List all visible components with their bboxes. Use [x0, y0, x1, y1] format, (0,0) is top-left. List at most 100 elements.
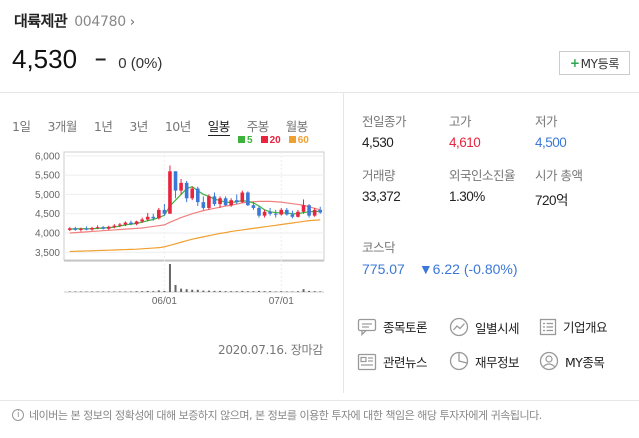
candle-body: [234, 200, 239, 203]
volume-bar: [252, 291, 255, 292]
related-news-label: 관련뉴스: [383, 355, 428, 370]
x-tick-label: 07/01: [269, 296, 294, 307]
candle-body: [218, 198, 222, 205]
tab-3m[interactable]: 3개월: [47, 119, 77, 134]
tab-daily[interactable]: 일봉: [207, 116, 230, 136]
candle-body: [173, 171, 178, 191]
price-change: 0 (0%): [118, 55, 163, 72]
candle-body: [262, 211, 267, 216]
volume-bar: [107, 291, 110, 292]
prev-close-label: 전일종가: [362, 114, 407, 129]
volume-bar: [113, 291, 116, 292]
disclaimer-text: 네이버는 본 정보의 정확성에 대해 보증하지 않으며, 본 정보를 이용한 투…: [29, 409, 542, 422]
volume-bar: [85, 291, 88, 292]
volume-bar: [207, 290, 210, 292]
volume-bar: [168, 264, 171, 292]
disclaimer: i 네이버는 본 정보의 정확성에 대해 보증하지 않으며, 본 정보를 이용한…: [12, 407, 542, 423]
discussion-link[interactable]: 종목토론: [357, 317, 428, 336]
volume-bar: [79, 291, 82, 292]
candle-body: [251, 205, 256, 208]
candle-body: [95, 227, 100, 229]
candle-body: [246, 192, 250, 206]
candle-body: [90, 227, 94, 230]
vertical-divider: [343, 93, 344, 393]
volume-bar: [163, 290, 166, 292]
candle-body: [257, 207, 261, 216]
candle-body: [290, 214, 295, 217]
candle-body: [179, 182, 183, 191]
my-stock-link[interactable]: MY종목: [539, 351, 605, 371]
my-register-label: MY등록: [580, 56, 620, 71]
pie-chart-icon: [449, 351, 469, 371]
ma5-line: [69, 186, 321, 230]
kosdaq-cell: 코스닥: [362, 240, 396, 256]
volume-bar: [302, 289, 305, 292]
daily-price-label: 일별시세: [475, 320, 520, 336]
y-tick-label: 4,000: [35, 229, 60, 240]
candle-body: [140, 219, 144, 222]
chevron-right-icon[interactable]: ›: [129, 15, 136, 30]
tab-1y[interactable]: 1년: [93, 119, 113, 134]
candle-body: [162, 209, 167, 214]
candle-body: [134, 221, 139, 225]
kosdaq-label[interactable]: 코스닥: [362, 240, 396, 255]
volume-bar: [258, 290, 260, 292]
related-news-link[interactable]: 관련뉴스: [357, 352, 428, 371]
candle-body: [285, 209, 289, 215]
low-value: 4,500: [535, 135, 567, 150]
plus-icon: +: [569, 56, 580, 70]
candle-body: [301, 205, 306, 212]
legend-swatch: [260, 136, 268, 143]
my-register-button[interactable]: + MY등록: [559, 51, 630, 75]
tab-1d[interactable]: 1일: [12, 119, 31, 134]
volume-bar: [230, 291, 233, 292]
volume-bar: [157, 290, 160, 292]
company-overview-label: 기업개요: [563, 320, 608, 335]
company-overview-link[interactable]: 기업개요: [539, 317, 608, 336]
ma20-line: [69, 200, 321, 234]
volume-bar: [74, 291, 77, 292]
volume-bar: [269, 291, 272, 292]
divider: [0, 92, 639, 93]
y-tick-label: 3,500: [35, 248, 60, 259]
volume-bar: [185, 289, 188, 292]
stock-code[interactable]: 004780: [74, 14, 126, 30]
speech-bubble-icon: [357, 318, 377, 336]
volume-bar: [308, 290, 311, 292]
trend-chart-icon: [449, 317, 469, 337]
legend-ma60: 60: [288, 135, 309, 146]
footer-divider: [0, 400, 639, 401]
tab-10y[interactable]: 10년: [164, 119, 191, 134]
daily-price-link[interactable]: 일별시세: [449, 317, 520, 337]
plot-frame: [63, 151, 325, 261]
candle-body: [223, 198, 228, 206]
tab-weekly[interactable]: 주봉: [246, 119, 270, 134]
candle-body: [318, 209, 323, 213]
candle-body: [273, 213, 278, 215]
volume-label: 거래량: [362, 168, 396, 183]
candle-body: [123, 222, 128, 225]
y-tick-label: 5,500: [35, 171, 60, 182]
financial-info-link[interactable]: 재무정보: [449, 351, 520, 371]
volume-bar: [68, 291, 71, 292]
candle-body: [268, 211, 272, 214]
candle-body: [279, 209, 284, 215]
tab-monthly[interactable]: 월봉: [285, 119, 309, 134]
candle-body: [190, 188, 195, 199]
tab-3y[interactable]: 3년: [129, 119, 148, 134]
volume-bar: [118, 291, 121, 292]
volume-bar: [202, 290, 205, 292]
stock-name[interactable]: 대륙제관: [14, 12, 68, 30]
high-label: 고가: [449, 114, 472, 129]
document-list-icon: [539, 318, 557, 335]
kosdaq-row: 775.07 ▼6.22 (-0.80%): [362, 261, 518, 277]
volume-bar: [280, 291, 283, 292]
volume-bar: [296, 291, 299, 292]
volume-bar: [130, 291, 132, 292]
stock-chart[interactable]: 6,000 5,500 5,000 4,500 4,000 3,500 06/01 07/01: [0, 140, 343, 340]
high-value: 4,610: [449, 135, 481, 150]
info-icon: i: [12, 409, 24, 421]
date-status: 2020.07.16. 장마감: [218, 343, 323, 357]
candle-body: [212, 196, 217, 205]
volume-bar: [224, 291, 227, 292]
